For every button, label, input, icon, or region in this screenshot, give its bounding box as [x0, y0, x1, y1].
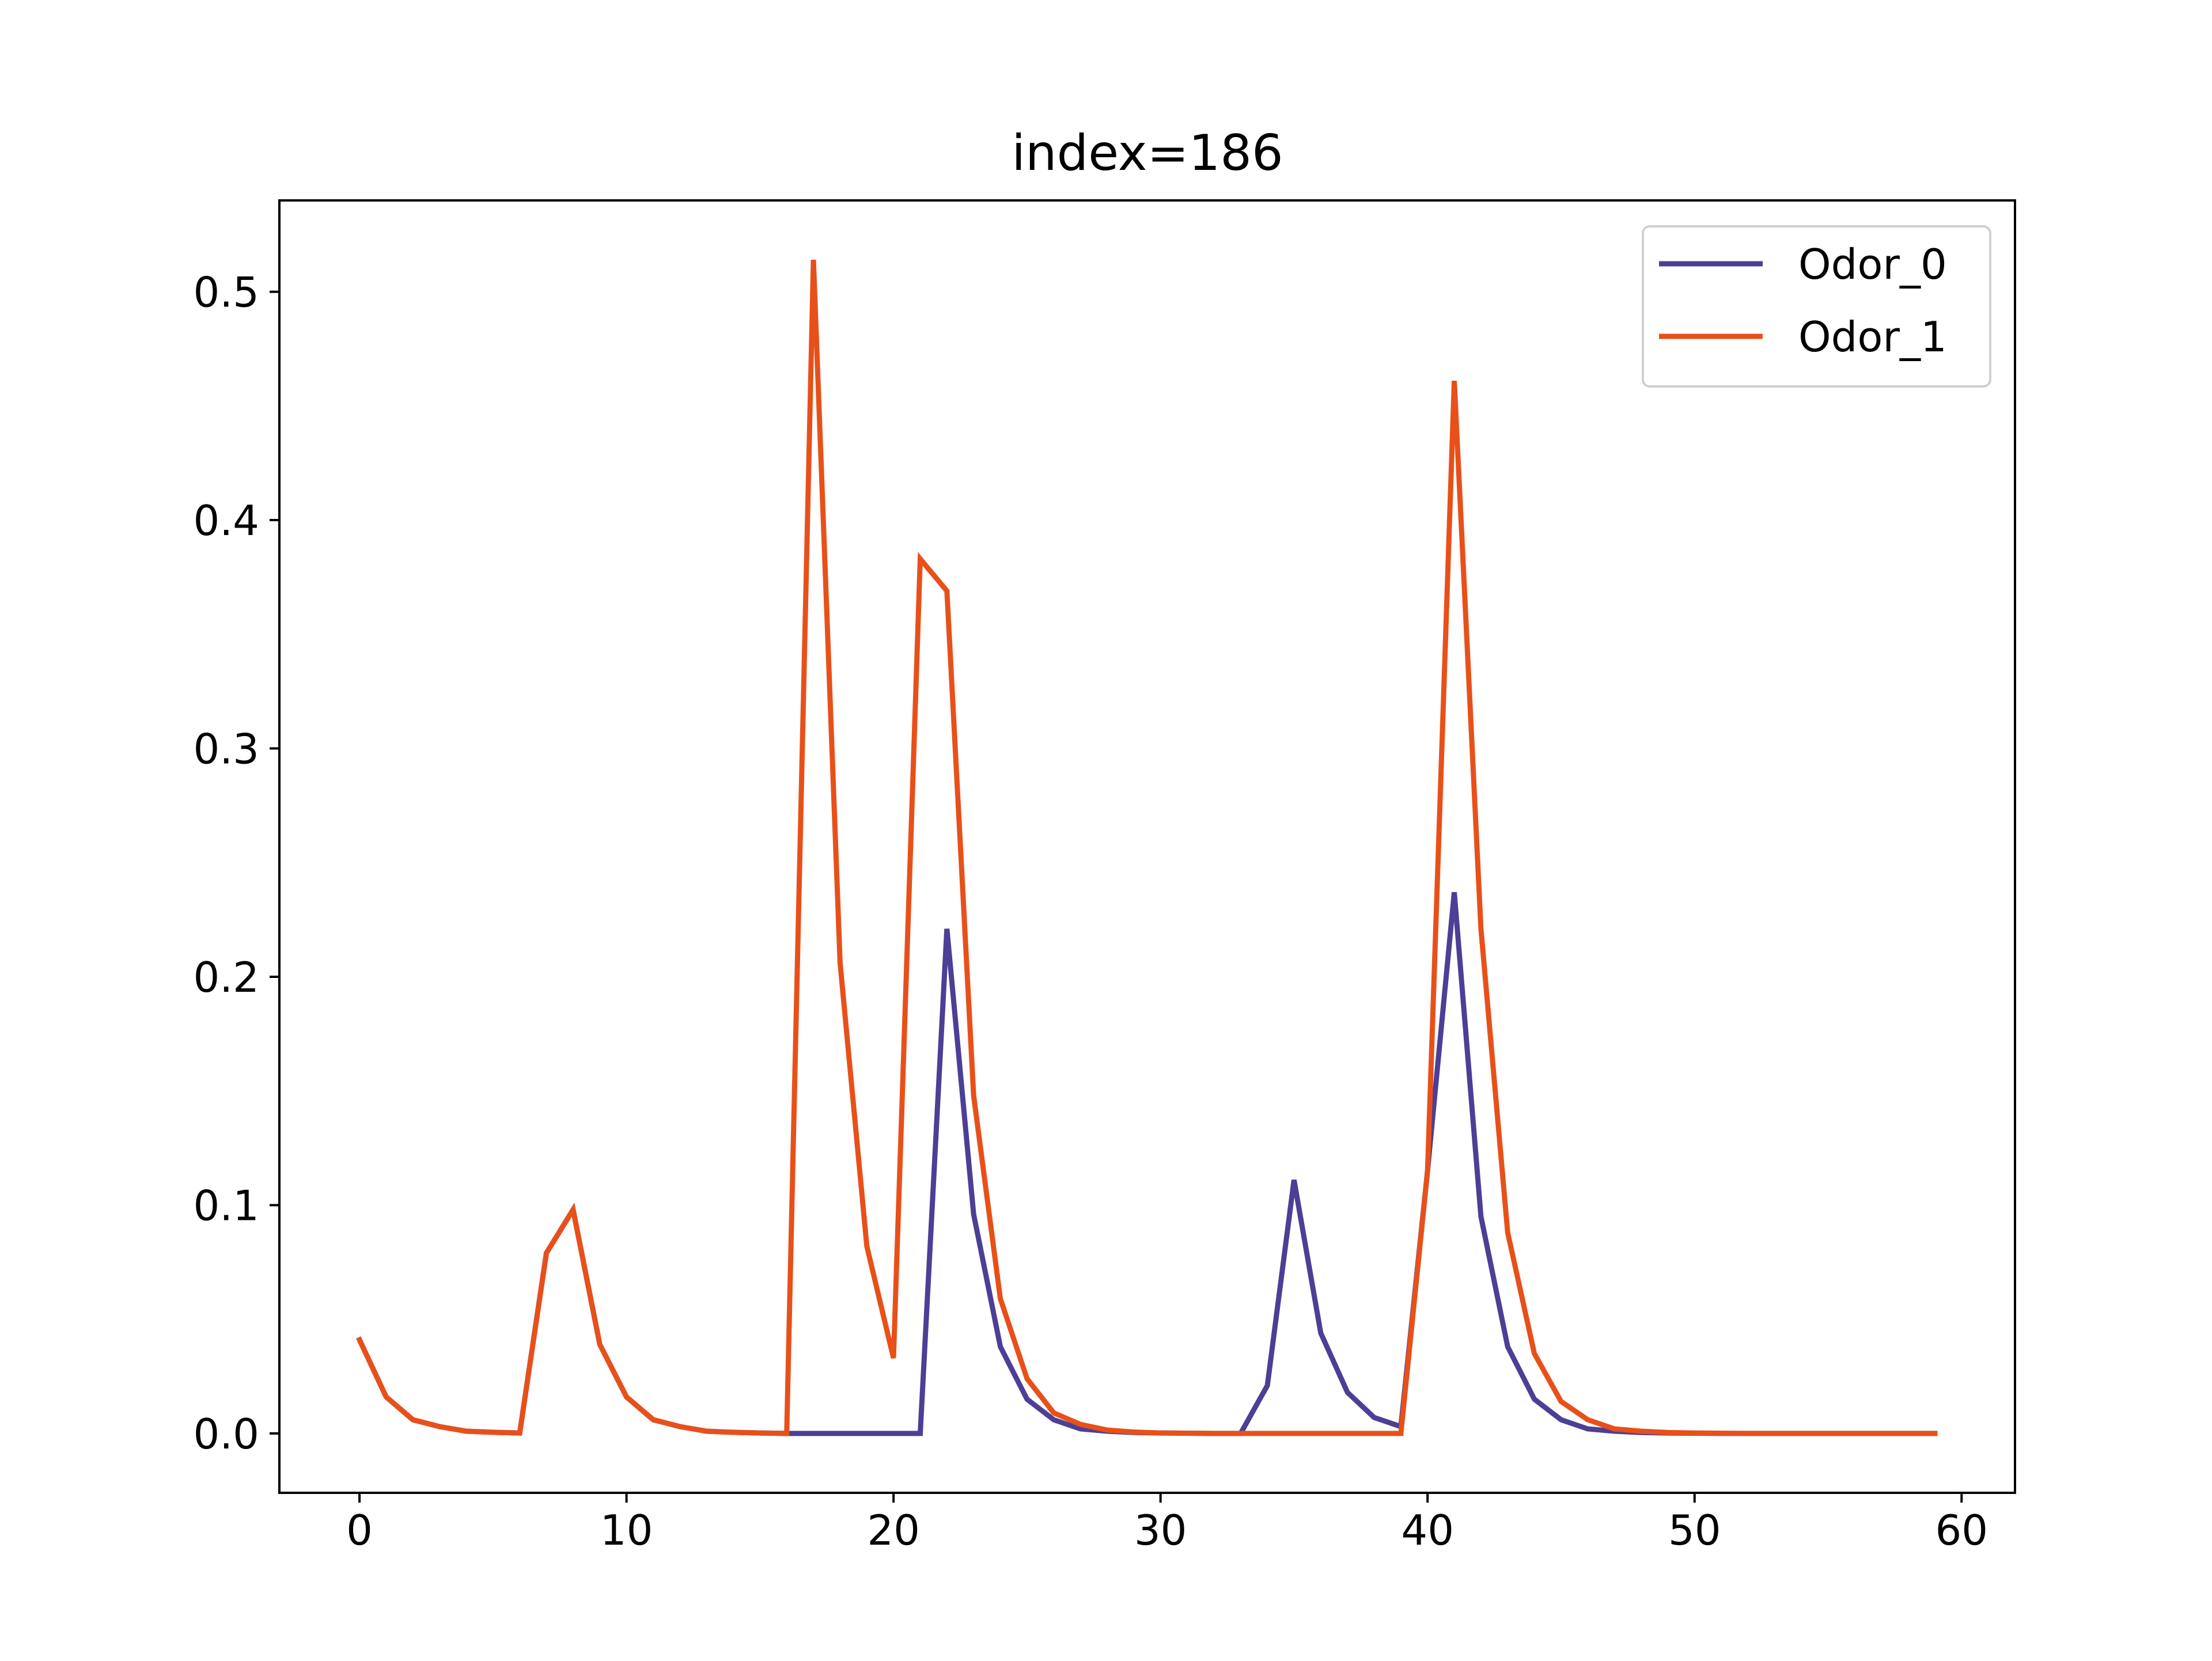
x-tick-label: 60 [1935, 1506, 1988, 1554]
y-tick-label: 0.0 [193, 1410, 259, 1458]
series-line-odor-1 [356, 259, 1938, 1436]
axes-frame [278, 199, 2016, 1494]
y-tick-label: 0.4 [193, 496, 259, 545]
legend-label-odor-0: Odor_0 [1798, 240, 1947, 289]
x-tick-label: 0 [346, 1506, 373, 1554]
legend-label-odor-1: Odor_1 [1798, 313, 1947, 361]
y-tick-label: 0.1 [193, 1181, 259, 1230]
axes-group: 0 10 20 30 40 50 60 0.0 0.1 0.2 0.3 0.4 0.5 [193, 199, 2016, 1554]
plot-area [279, 200, 2015, 1493]
series-group [356, 259, 1938, 1436]
x-tick-label: 10 [600, 1506, 653, 1554]
x-tick-label: 50 [1668, 1506, 1721, 1554]
y-tick-label: 0.5 [193, 268, 259, 317]
plot-background [279, 200, 2015, 1493]
x-tick-label: 20 [867, 1506, 920, 1554]
x-tick-label: 40 [1401, 1506, 1454, 1554]
x-tick-label: 30 [1134, 1506, 1187, 1554]
legend: Odor_0 Odor_1 [1642, 225, 1991, 388]
chart-title: index=186 [1012, 124, 1283, 182]
y-tick-label: 0.3 [193, 725, 259, 773]
y-tick-label: 0.2 [193, 953, 259, 1002]
